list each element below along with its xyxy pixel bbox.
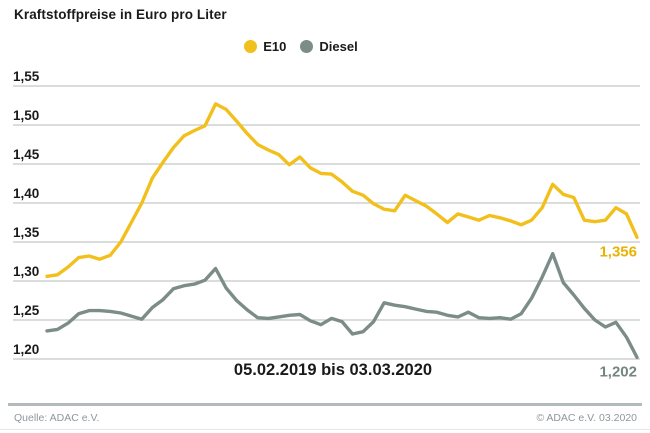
- footer-bottom-divider: [0, 429, 650, 430]
- y-tick-label: 1,45: [13, 147, 40, 162]
- page-title: Kraftstoffpreise in Euro pro Liter: [14, 7, 227, 22]
- legend-item-e10: E10: [244, 39, 286, 54]
- y-tick-label: 1,55: [13, 69, 40, 84]
- y-tick-label: 1,35: [13, 225, 40, 240]
- legend-item-diesel: Diesel: [300, 38, 358, 54]
- legend-label-e10: E10: [263, 38, 287, 54]
- footer-copyright: © ADAC e.V. 03.2020: [536, 412, 637, 424]
- y-tick-label: 1,20: [13, 342, 39, 357]
- series-line-e10: [45, 102, 639, 278]
- x-axis-period-label: 05.02.2019 bis 03.03.2020: [233, 361, 433, 379]
- series-line-diesel: [45, 251, 639, 360]
- chart-legend: E10 Diesel: [0, 37, 626, 55]
- footer-divider: [8, 403, 642, 406]
- legend-label-diesel: Diesel: [319, 38, 358, 54]
- y-tick-label: 1,30: [13, 264, 39, 279]
- y-tick-label: 1,50: [13, 108, 39, 123]
- e10-dot-icon: [244, 39, 258, 53]
- y-tick-label: 1,25: [13, 303, 40, 318]
- footer-source: Quelle: ADAC e.V.: [14, 412, 100, 424]
- end-value-label-e10: 1,356: [599, 243, 637, 260]
- diesel-dot-icon: [300, 39, 314, 53]
- end-value-label-diesel: 1,202: [599, 363, 637, 380]
- y-tick-label: 1,40: [13, 186, 39, 201]
